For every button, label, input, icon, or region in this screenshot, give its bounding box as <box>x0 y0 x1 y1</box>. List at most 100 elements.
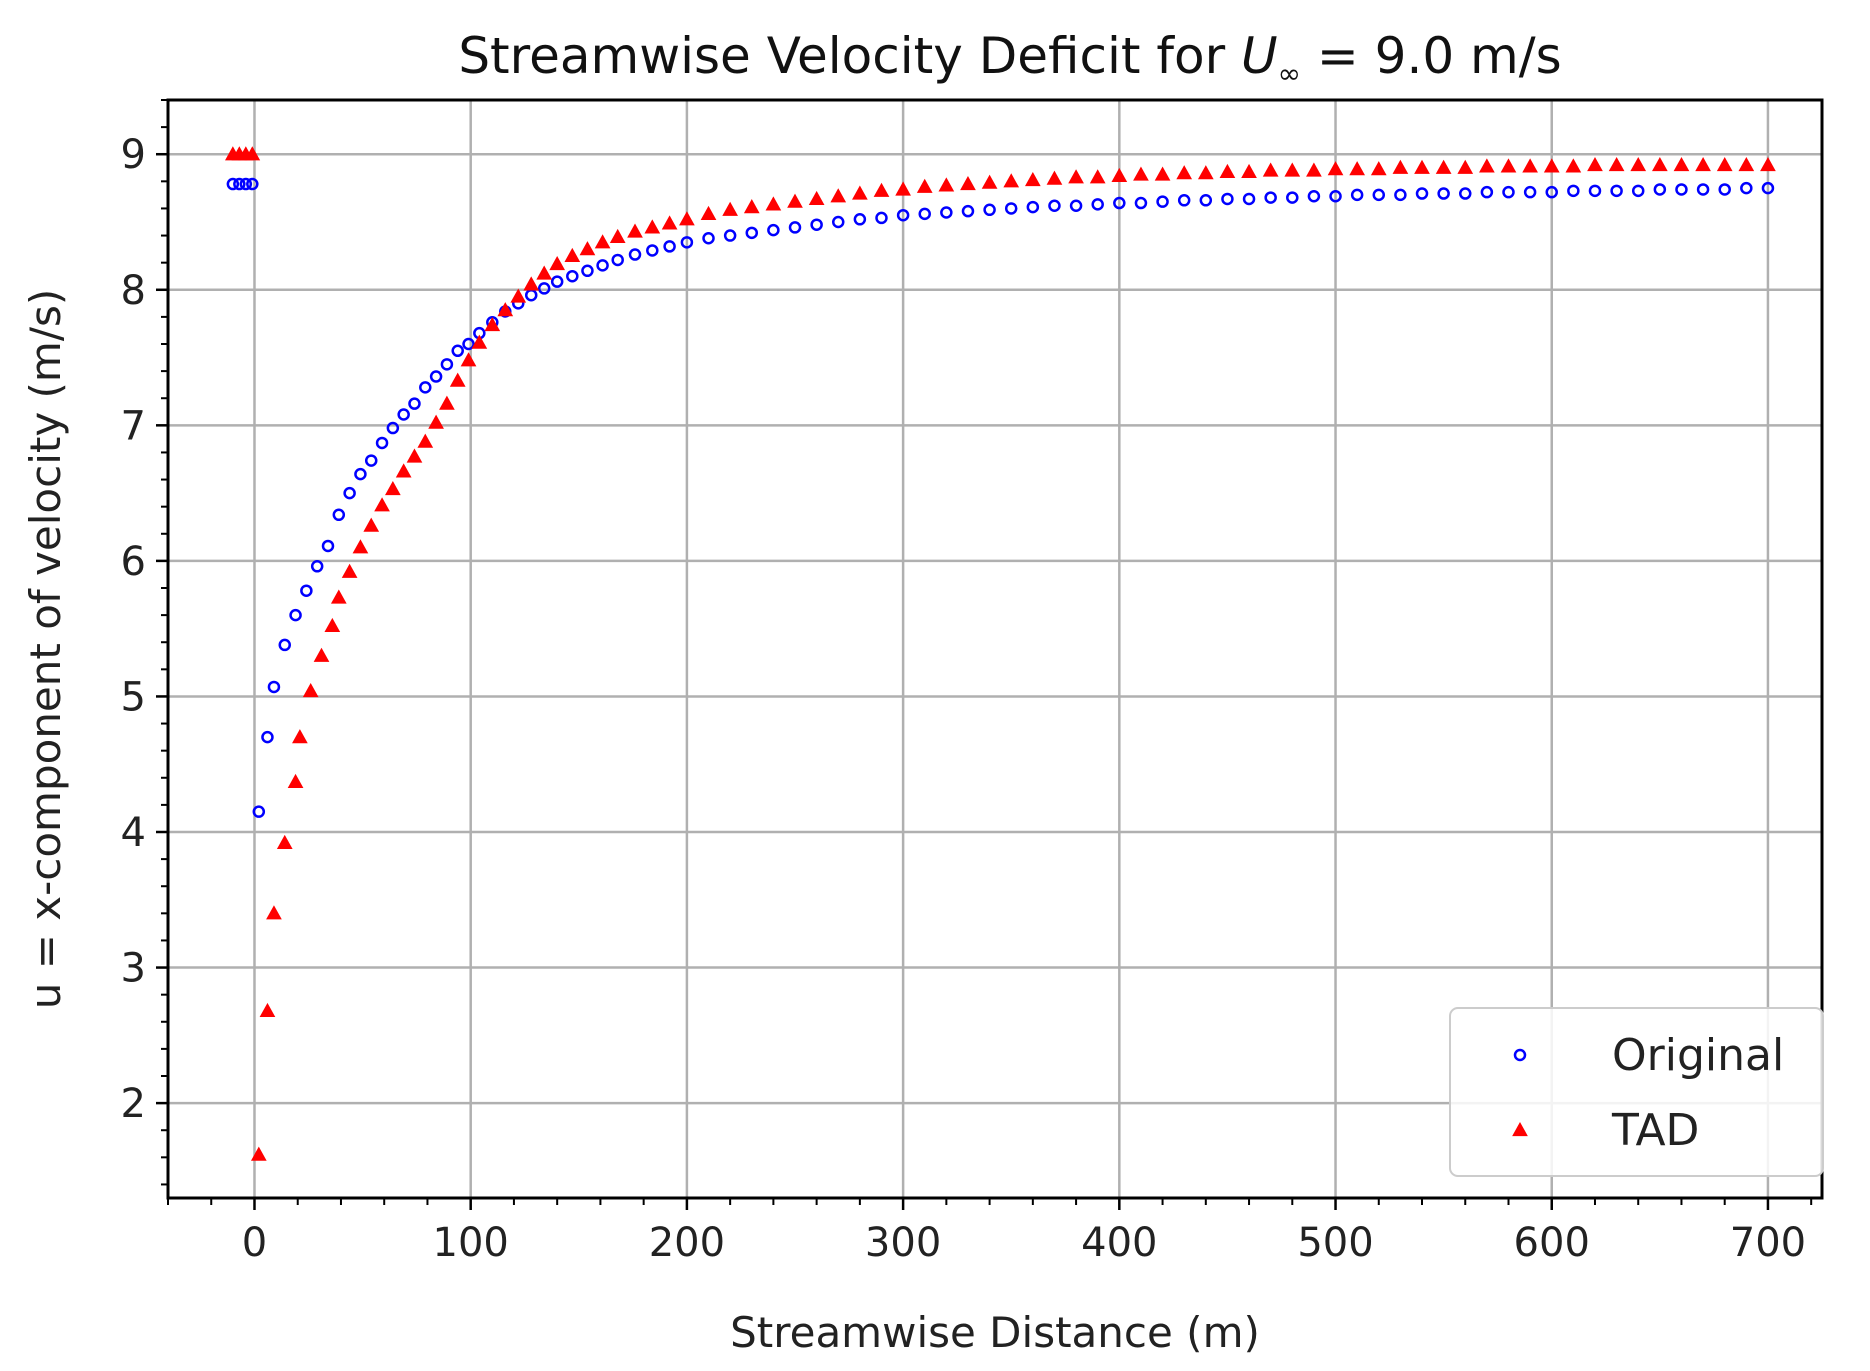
data-point <box>1068 169 1084 184</box>
data-point <box>810 218 823 231</box>
data-point <box>1610 184 1623 198</box>
data-point <box>1435 159 1452 174</box>
data-point <box>1696 183 1710 196</box>
data-point <box>523 276 540 291</box>
data-point <box>1673 157 1690 172</box>
x-tick-label: 0 <box>242 1220 267 1266</box>
data-point <box>594 234 611 249</box>
data-point <box>961 204 975 218</box>
data-point <box>385 481 401 496</box>
data-point <box>419 381 432 394</box>
data-point <box>536 265 553 280</box>
plot-frame <box>166 98 1824 1200</box>
data-point <box>429 370 443 383</box>
data-point <box>266 905 282 920</box>
data-point <box>787 193 803 208</box>
chart-title-symbol: U <box>1241 27 1278 85</box>
data-point <box>550 275 564 288</box>
data-point <box>611 253 624 267</box>
data-point <box>1306 162 1322 177</box>
data-point <box>226 177 240 191</box>
data-point <box>1329 189 1342 203</box>
data-point <box>679 211 695 226</box>
chart-title-subscript: ∞ <box>1278 57 1301 90</box>
data-points <box>225 146 1776 1161</box>
data-point <box>1631 184 1645 198</box>
major-ticks <box>156 152 1770 1210</box>
data-point <box>302 682 319 698</box>
data-point <box>1392 159 1409 174</box>
data-point <box>524 288 538 302</box>
data-point <box>1500 158 1517 173</box>
y-tick-label: 2 <box>121 1081 146 1127</box>
data-point <box>310 560 324 573</box>
y-tick-label: 6 <box>121 539 146 585</box>
data-point <box>386 421 400 435</box>
y-tick-label: 9 <box>121 132 146 178</box>
data-point <box>1156 195 1169 208</box>
data-point <box>700 205 717 220</box>
data-point <box>1630 157 1647 172</box>
data-point <box>1502 185 1515 199</box>
data-point <box>324 617 341 633</box>
data-point <box>1134 196 1148 210</box>
data-point <box>1370 161 1387 176</box>
x-tick-label: 600 <box>1514 1220 1590 1266</box>
data-point <box>321 539 335 553</box>
x-tick-label: 100 <box>433 1220 509 1266</box>
data-point <box>1024 171 1041 187</box>
data-point <box>460 352 477 367</box>
data-point <box>960 176 976 191</box>
data-point <box>1651 157 1668 172</box>
data-point <box>374 497 390 512</box>
data-point <box>267 680 281 694</box>
data-point <box>471 334 488 349</box>
data-point <box>252 805 266 818</box>
data-point <box>233 177 246 191</box>
x-tick-label: 700 <box>1730 1220 1806 1266</box>
data-point <box>428 414 444 429</box>
data-point <box>1046 170 1063 185</box>
data-point <box>343 486 356 500</box>
data-point <box>497 302 514 317</box>
data-point <box>1111 167 1128 183</box>
data-point <box>451 344 464 358</box>
data-point <box>1242 192 1256 206</box>
data-point <box>1543 158 1560 173</box>
data-point <box>722 201 738 216</box>
data-point <box>1241 163 1257 178</box>
data-point <box>1004 202 1018 215</box>
data-point <box>287 773 304 788</box>
data-point <box>1695 157 1711 172</box>
data-point <box>1523 185 1537 199</box>
data-point <box>916 178 933 193</box>
data-point <box>440 358 454 371</box>
tick-labels: 0 100 200 300 400 500 600 700 2 3 4 5 6 7 8 9 <box>121 132 1807 1266</box>
data-point <box>918 207 931 221</box>
data-point <box>938 177 955 192</box>
data-point <box>1761 181 1775 195</box>
data-point <box>1738 157 1755 172</box>
data-point <box>1048 199 1061 212</box>
data-point <box>439 395 455 410</box>
data-point <box>1219 163 1236 178</box>
legend-label-original: Original <box>1612 1030 1784 1081</box>
data-point <box>341 563 358 578</box>
data-point <box>745 226 759 240</box>
data-point <box>1588 184 1602 198</box>
data-point <box>1177 194 1191 207</box>
data-point <box>375 436 389 450</box>
data-point <box>1760 157 1776 172</box>
data-point <box>1264 191 1277 204</box>
x-tick-label: 200 <box>649 1220 725 1266</box>
minor-ticks <box>161 99 1813 1205</box>
data-point <box>462 337 475 351</box>
y-tick-label: 4 <box>121 810 146 856</box>
data-point <box>259 1002 276 1018</box>
data-point <box>644 219 661 234</box>
data-point <box>289 608 302 622</box>
legend: Original TAD <box>1449 1007 1824 1177</box>
data-point <box>808 190 825 206</box>
data-point <box>1197 165 1214 180</box>
data-point <box>767 223 780 237</box>
